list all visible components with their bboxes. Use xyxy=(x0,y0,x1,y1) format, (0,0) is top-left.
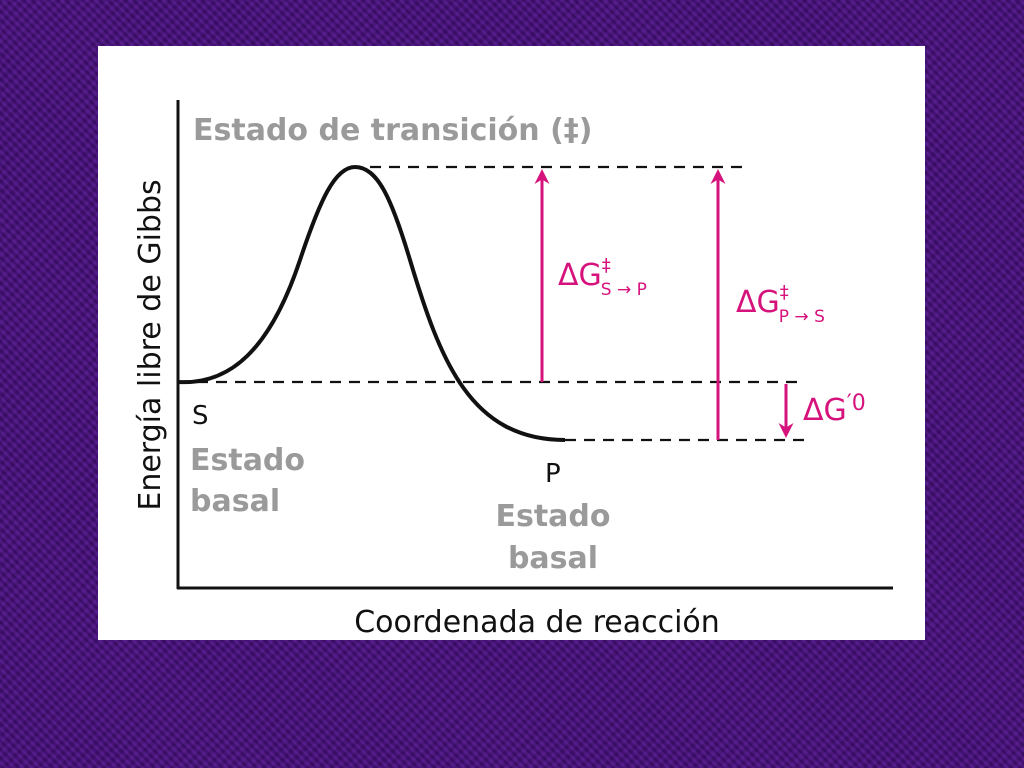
state-label: basal xyxy=(508,541,598,576)
state-label: basal xyxy=(190,484,280,519)
substrate-symbol: S xyxy=(192,401,209,431)
dg-standard: ΔG′0 xyxy=(803,391,866,428)
subscript: S → P xyxy=(601,280,647,300)
panel xyxy=(98,46,925,640)
energy-curve xyxy=(177,164,566,442)
subscript: P → S xyxy=(779,307,825,327)
dg-reverse: ΔG‡ P → S xyxy=(736,282,825,327)
x-axis-label: Coordenada de reacción xyxy=(354,605,720,640)
y-axis-label: Energía libre de Gibbs xyxy=(133,179,168,510)
dg-forward: ΔG‡ S → P xyxy=(558,255,647,300)
product-symbol: P xyxy=(545,459,561,489)
superscript: ′0 xyxy=(847,391,866,416)
superscript: ‡ xyxy=(602,255,611,276)
symbol: ΔG xyxy=(558,258,602,293)
symbol: ΔG xyxy=(736,285,780,320)
transition-state-label: Estado de transición (‡) xyxy=(193,113,593,148)
symbol: ΔG xyxy=(803,393,847,428)
state-label: Estado xyxy=(495,499,610,534)
state-label: Estado xyxy=(190,443,305,478)
superscript: ‡ xyxy=(780,282,789,303)
